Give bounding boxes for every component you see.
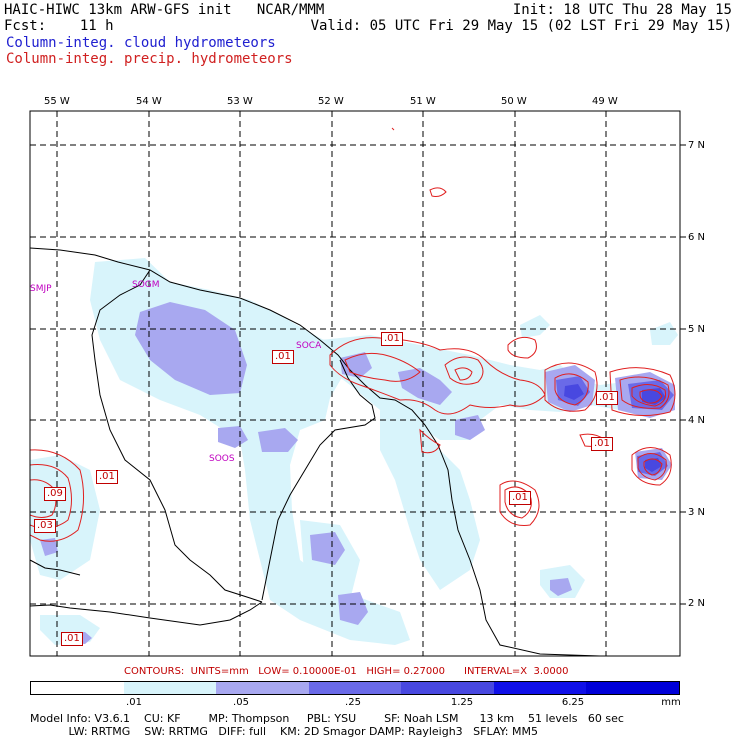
model-info-line1: Model Info: V3.6.1 CU: KF MP: Thompson P…: [30, 712, 624, 725]
cloud-light-areas: [30, 258, 678, 645]
contour-label: .01: [381, 332, 403, 346]
lat-label: 7 N: [688, 140, 706, 151]
contour-label: .09: [44, 487, 66, 501]
legend-unit: mm: [661, 697, 681, 708]
legend-tick: .25: [345, 697, 361, 708]
map-border: [29, 110, 681, 657]
lon-label: 55 W: [44, 96, 70, 107]
legend-swatch: [308, 682, 402, 694]
lat-label: 3 N: [688, 507, 706, 518]
lon-label: 49 W: [592, 96, 618, 107]
legend-tick: .01: [126, 697, 142, 708]
contour-label: .01: [96, 470, 118, 484]
lat-label: 5 N: [688, 324, 706, 335]
model-info-line2: LW: RRTMG SW: RRTMG DIFF: full KM: 2D Sm…: [30, 725, 538, 738]
contour-label: .03: [34, 519, 56, 533]
lat-lon-grid: [30, 111, 680, 656]
legend-swatch: [123, 682, 217, 694]
legend-tick: 6.25: [561, 697, 585, 708]
lon-label: 53 W: [227, 96, 253, 107]
legend-swatch: [216, 682, 309, 694]
legend-swatch: [401, 682, 494, 694]
legend-tick: .05: [233, 697, 249, 708]
legend-tick: 1.25: [450, 697, 474, 708]
forecast-hour: Fcst: 11 h: [4, 18, 114, 34]
contour-label: .01: [61, 632, 83, 646]
precip-contours: [30, 127, 676, 542]
station-label: SMJP: [30, 284, 52, 294]
contour-info: CONTOURS: UNITS=mm LOW= 0.10000E-01 HIGH…: [124, 666, 569, 677]
field-cloud-label: Column-integ. cloud hydrometeors: [6, 35, 276, 51]
title-line: HAIC-HIWC 13km ARW-GFS init NCAR/MMM: [4, 2, 325, 18]
legend-swatch: [586, 682, 680, 694]
cloud-darker-areas: [564, 384, 666, 472]
lat-label: 6 N: [688, 232, 706, 243]
contour-label: .01: [509, 491, 531, 505]
init-time: Init: 18 UTC Thu 28 May 15: [512, 2, 732, 18]
color-legend: [30, 681, 680, 695]
lon-label: 54 W: [136, 96, 162, 107]
station-label: SOOS: [209, 454, 235, 464]
legend-swatch: [31, 682, 124, 694]
lat-label: 2 N: [688, 598, 706, 609]
coastline-borders: [30, 247, 601, 656]
lon-label: 52 W: [318, 96, 344, 107]
legend-swatch: [493, 682, 587, 694]
lat-label: 4 N: [688, 415, 706, 426]
lon-label: 51 W: [410, 96, 436, 107]
valid-time: Valid: 05 UTC Fri 29 May 15 (02 LST Fri …: [310, 18, 732, 34]
contour-label: .01: [591, 437, 613, 451]
lon-label: 50 W: [501, 96, 527, 107]
contour-label: .01: [596, 391, 618, 405]
station-label: SOCA: [296, 341, 322, 351]
field-precip-label: Column-integ. precip. hydrometeors: [6, 51, 293, 67]
contour-label: .01: [272, 350, 294, 364]
station-label: SOGM: [132, 280, 160, 290]
